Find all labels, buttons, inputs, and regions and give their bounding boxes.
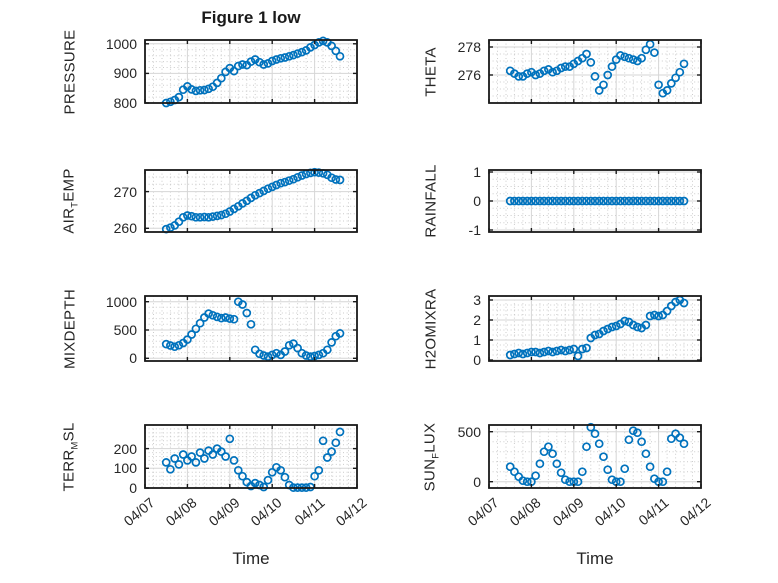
terr-msl-ylabel: TERRMSL: [60, 421, 80, 492]
theta-ytick-label: 278: [457, 39, 481, 55]
pressure-ytick-label: 800: [113, 95, 137, 111]
pressure-ylabel: PRESSURE: [61, 29, 79, 114]
h2omixra-scatter-series: [505, 295, 689, 361]
subplot-air-temp: [144, 167, 358, 234]
x-axis-label-left: Time: [232, 549, 270, 568]
x-tick-label: 04/11: [291, 494, 328, 529]
x-tick-label: 04/11: [635, 494, 672, 529]
subplot-h2omixra: [488, 295, 702, 362]
subplot-terr-msl: [144, 424, 358, 492]
x-tick-label: 04/09: [549, 494, 587, 530]
x-tick-label: 04/12: [332, 494, 370, 530]
x-tick-label: 04/08: [162, 494, 200, 530]
air-temp-ytick-label: 270: [113, 184, 137, 200]
x-tick-label: 04/07: [120, 494, 158, 530]
theta-scatter-series: [505, 39, 689, 98]
subplot-theta: [488, 39, 702, 104]
h2omixra-ytick-label: 2: [473, 312, 481, 328]
sun-flux-ytick-label: 500: [457, 424, 481, 440]
pressure-scatter-series: [161, 36, 345, 108]
h2omixra-ylabel: H2OMIXRA: [422, 288, 440, 369]
theta-ylabel: THETA: [422, 46, 440, 97]
rainfall-scatter-series: [505, 196, 689, 206]
x-tick-label: 04/08: [506, 494, 544, 530]
sun-flux-ylabel: SUNFLUX: [421, 422, 441, 491]
x-axis-label-right: Time: [576, 549, 614, 568]
rainfall-ytick-label: 0: [473, 193, 481, 209]
pressure-ytick-label: 900: [113, 65, 137, 81]
x-tick-label: 04/10: [591, 494, 629, 530]
subplot-mixdepth: [144, 295, 358, 362]
air-temp-ytick-label: 260: [113, 220, 137, 236]
mixdepth-ytick-label: 500: [113, 322, 137, 338]
sun-flux-ytick-label: 0: [473, 474, 481, 490]
x-tick-label: 04/07: [464, 494, 502, 530]
h2omixra-ytick-label: 0: [473, 352, 481, 368]
x-tick-label: 04/10: [247, 494, 285, 530]
rainfall-ytick-label: 1: [473, 164, 481, 180]
pressure-ytick-label: 1000: [105, 36, 137, 52]
mixdepth-ytick-label: 0: [129, 350, 137, 366]
h2omixra-ytick-label: 1: [473, 332, 481, 348]
sun-flux-scatter-series: [505, 422, 689, 487]
h2omixra-ytick-label: 3: [473, 292, 481, 308]
subplot-rainfall: [488, 169, 702, 233]
figure-title: Figure 1 low: [201, 8, 301, 27]
rainfall-ytick-label: -1: [468, 222, 481, 238]
x-tick-label: 04/12: [676, 494, 714, 530]
mixdepth-ylabel: MIXDEPTH: [61, 288, 79, 369]
mixdepth-scatter-series: [161, 297, 345, 361]
rainfall-ylabel: RAINFALL: [422, 164, 440, 238]
terr-msl-ytick-label: 100: [113, 460, 137, 476]
terr-msl-scatter-series: [161, 427, 345, 492]
subplot-pressure: [144, 36, 358, 108]
mixdepth-ytick-label: 1000: [105, 294, 137, 310]
terr-msl-ytick-label: 200: [113, 441, 137, 457]
air-temp-scatter-series: [161, 167, 345, 234]
terr-msl-ytick-label: 0: [129, 480, 137, 496]
air-temp-ylabel: AIRTEMP: [60, 168, 80, 234]
x-tick-label: 04/09: [205, 494, 243, 530]
theta-ytick-label: 276: [457, 67, 481, 83]
subplot-sun-flux: [488, 422, 702, 489]
